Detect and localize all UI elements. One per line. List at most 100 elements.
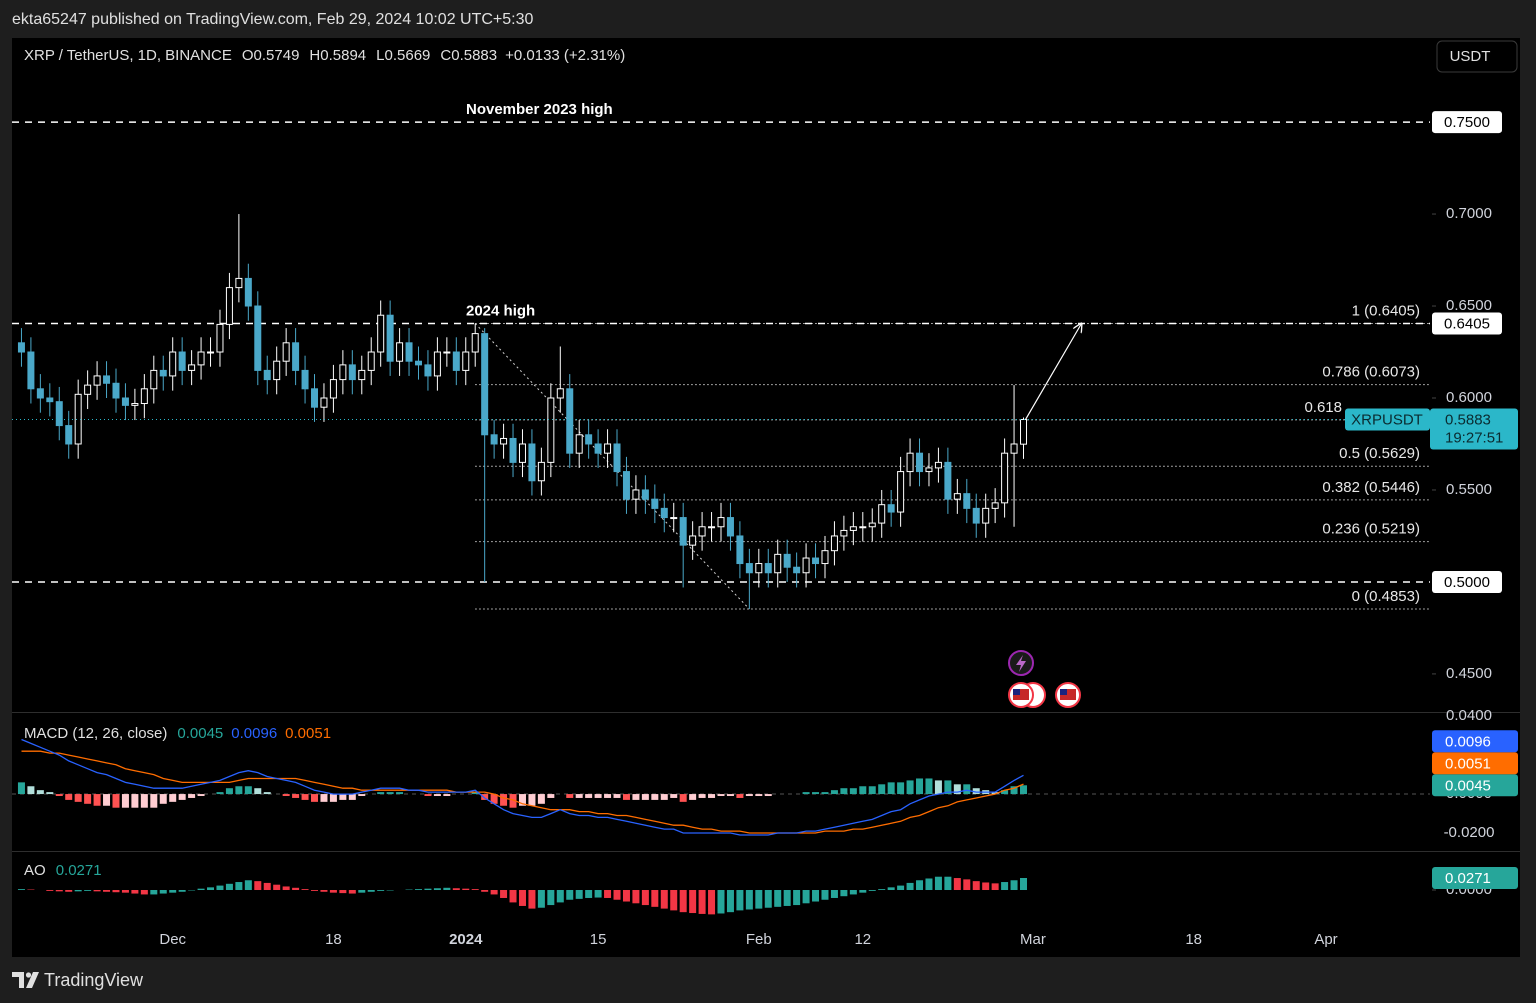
ao-bar <box>745 890 753 910</box>
ao-bar <box>490 890 498 895</box>
ao-bar <box>897 885 905 891</box>
candle-body <box>112 382 120 399</box>
ao-bar <box>235 882 243 891</box>
currency-label[interactable]: USDT <box>1450 48 1491 65</box>
candle-body <box>528 443 536 482</box>
flag-canton <box>1060 689 1067 695</box>
legend-change: +0.0133 (+2.31%) <box>505 47 625 64</box>
macd-histogram-bar <box>481 794 489 800</box>
macd-histogram-bar <box>377 792 385 795</box>
ao-bar <box>604 890 612 898</box>
candle-body <box>178 351 186 371</box>
macd-histogram-bar <box>1001 790 1009 795</box>
ao-bar <box>717 890 725 914</box>
logo-v <box>26 972 39 988</box>
ao-bar <box>953 878 961 891</box>
ao-bar <box>594 890 602 898</box>
macd-histogram-bar <box>65 794 73 800</box>
symbol-tag <box>1345 408 1430 431</box>
ao-bar <box>944 876 952 891</box>
ao-bar <box>414 889 422 891</box>
ao-bar <box>887 887 895 891</box>
macd-histogram-bar <box>396 792 404 795</box>
candle-body <box>481 333 489 436</box>
macd-histogram-bar <box>802 792 810 795</box>
macd-histogram-bar <box>348 794 356 800</box>
ao-bar <box>991 883 999 891</box>
fib-label: 0.236 (0.5219) <box>1322 521 1420 538</box>
candle-body <box>471 333 479 353</box>
x-tick-label: 2024 <box>449 931 483 948</box>
macd-histogram-bar <box>46 792 54 795</box>
candle-body <box>934 461 942 469</box>
macd-histogram-bar <box>197 794 205 797</box>
currency-button[interactable] <box>1436 40 1518 73</box>
macd-histogram-bar <box>944 780 952 795</box>
candle-body <box>698 526 706 537</box>
macd-line <box>21 738 1024 836</box>
candle-body <box>254 305 262 371</box>
candle-body <box>424 364 432 377</box>
candle-body <box>358 369 366 381</box>
macd-histogram-bar <box>641 794 649 800</box>
macd-histogram-bar <box>159 794 167 804</box>
candle-body <box>736 535 744 565</box>
macd-histogram-bar <box>537 794 545 804</box>
candle-body <box>405 342 413 362</box>
ao-bar <box>103 890 111 892</box>
price-countdown: 19:27:51 <box>1445 429 1503 446</box>
candle-body <box>301 369 309 390</box>
macd-histogram-bar <box>849 788 857 795</box>
candle-body <box>1010 443 1018 454</box>
candle-body <box>396 342 404 362</box>
ao-bar <box>651 890 659 907</box>
candle-body <box>868 522 876 528</box>
candle-body <box>774 553 782 574</box>
ao-bar <box>641 890 649 906</box>
macd-histogram-bar <box>755 794 763 797</box>
candle-body <box>689 535 697 546</box>
macd-histogram-bar <box>887 782 895 795</box>
candle-body <box>225 287 233 325</box>
ao-bar <box>311 890 319 891</box>
ao-bar <box>55 890 63 892</box>
level-price-box <box>1432 312 1502 335</box>
ao-bar <box>783 890 791 906</box>
macd-histogram-bar <box>963 784 971 795</box>
ao-bar <box>112 890 120 893</box>
ao-legend: AO 0.0271 <box>24 862 102 879</box>
ao-bar <box>1020 878 1028 891</box>
macd-histogram-bar <box>812 792 820 795</box>
macd-histogram-bar <box>140 794 148 808</box>
candle-body <box>887 504 895 513</box>
macd-histogram-bar <box>443 794 451 797</box>
candle-body <box>755 563 763 574</box>
macd-histogram-bar <box>660 794 668 800</box>
fib-label: 0 (0.4853) <box>1352 588 1420 605</box>
fib-label: 1 (0.6405) <box>1352 302 1420 319</box>
macd-histogram-bar <box>745 794 753 797</box>
macd-histogram-bar <box>178 794 186 800</box>
ao-bar <box>774 890 782 907</box>
candle-body <box>906 452 914 473</box>
ao-bar <box>292 887 300 891</box>
macd-histogram-bar <box>651 794 659 800</box>
x-tick-label: Apr <box>1314 931 1337 948</box>
fib-trend <box>474 323 750 610</box>
candle-body <box>812 557 820 565</box>
ao-bar <box>670 890 678 911</box>
ao-bar <box>613 890 621 900</box>
projection-arrow <box>1024 323 1082 420</box>
x-tick-label: 18 <box>1185 931 1202 948</box>
ao-bar <box>632 890 640 904</box>
ao-bar <box>537 890 545 908</box>
macd-histogram-bar <box>698 794 706 798</box>
fib-label: 0.382 (0.5446) <box>1322 479 1420 496</box>
macd-histogram-bar <box>1010 786 1018 795</box>
ao-bar <box>358 890 366 893</box>
brand-logo <box>12 972 39 988</box>
ao-bar <box>433 888 441 891</box>
ao-bar <box>481 890 489 892</box>
macd-histogram-bar <box>282 794 290 797</box>
candle-body <box>660 507 668 519</box>
